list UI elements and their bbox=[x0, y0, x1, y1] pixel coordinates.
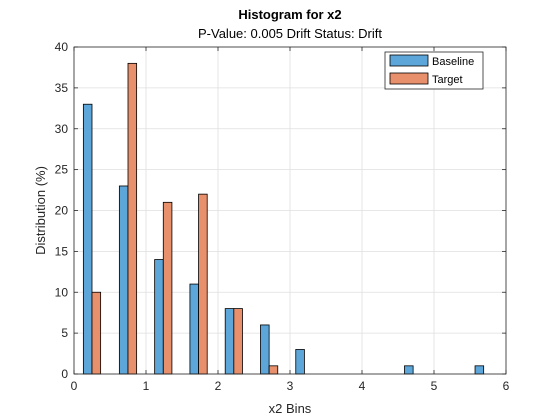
x-axis-label: x2 Bins bbox=[269, 401, 312, 416]
legend: Baseline Target bbox=[384, 51, 484, 90]
y-axis-label: Distribution (%) bbox=[33, 166, 48, 255]
bar-target bbox=[127, 62, 138, 375]
x-tick-label: 4 bbox=[359, 379, 366, 393]
bar-baseline bbox=[118, 185, 129, 375]
x-tick-label: 2 bbox=[215, 379, 222, 393]
bar-target bbox=[233, 308, 243, 375]
y-tick-label: 25 bbox=[55, 163, 69, 177]
bar-target bbox=[162, 201, 173, 375]
bar-baseline bbox=[224, 308, 235, 375]
x-tick-label: 0 bbox=[71, 379, 78, 393]
x-tick-label: 6 bbox=[503, 379, 510, 393]
axis-ticks: 0 1 2 3 4 5 6 0 5 10 15 20 25 30 35 40 bbox=[55, 40, 510, 393]
x-tick-label: 3 bbox=[287, 379, 294, 393]
y-tick-label: 35 bbox=[55, 81, 69, 95]
x-tick-label: 5 bbox=[431, 379, 438, 393]
bar-target bbox=[91, 291, 102, 375]
legend-label-baseline: Baseline bbox=[432, 56, 474, 68]
chart-subtitle: P-Value: 0.005 Drift Status: Drift bbox=[198, 26, 382, 41]
grid-lines bbox=[73, 46, 507, 375]
bar-baseline bbox=[154, 259, 164, 375]
bar-target bbox=[268, 365, 279, 375]
bars-group bbox=[82, 62, 485, 375]
bar-baseline bbox=[82, 103, 93, 375]
y-tick-label: 5 bbox=[61, 326, 68, 340]
bar-target bbox=[198, 193, 208, 375]
y-tick-label: 0 bbox=[61, 367, 68, 381]
y-tick-label: 30 bbox=[55, 122, 69, 136]
legend-swatch-target bbox=[389, 72, 429, 85]
y-tick-label: 20 bbox=[55, 204, 69, 218]
bar-baseline bbox=[189, 283, 199, 375]
bar-baseline bbox=[404, 365, 414, 375]
y-tick-label: 40 bbox=[55, 40, 69, 54]
bar-baseline bbox=[474, 365, 485, 375]
bar-baseline bbox=[295, 349, 305, 375]
legend-swatch-baseline bbox=[389, 54, 429, 67]
y-tick-label: 15 bbox=[55, 244, 69, 258]
chart-title: Histogram for x2 bbox=[238, 7, 341, 22]
legend-label-target: Target bbox=[432, 74, 463, 86]
x-tick-label: 1 bbox=[143, 379, 150, 393]
bar-baseline bbox=[260, 324, 270, 375]
y-tick-label: 10 bbox=[55, 285, 69, 299]
